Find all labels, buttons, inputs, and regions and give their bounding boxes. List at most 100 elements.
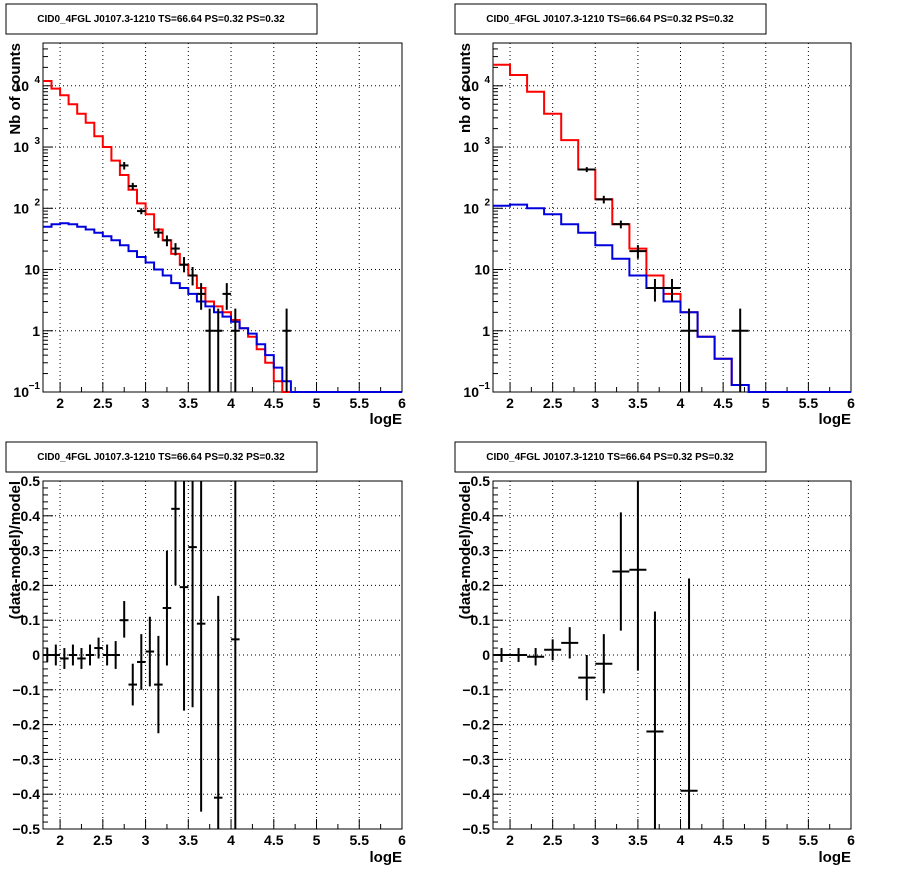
data-point [128, 182, 138, 190]
data-point [612, 220, 630, 229]
x-tick-label: 4 [677, 832, 685, 848]
x-tick-label: 4.5 [264, 395, 284, 411]
x-axis-label: logE [370, 411, 403, 428]
data-point [145, 616, 155, 687]
residuals-panel-right: CID0_4FGL J0107.3-1210 TS=66.64 PS=0.32 … [454, 441, 855, 866]
title-box [454, 3, 767, 35]
y-tick-label: 0.4 [471, 508, 491, 524]
x-axis-label: logE [819, 849, 852, 866]
data-point [222, 283, 232, 310]
x-tick-label: 3.5 [179, 395, 199, 411]
data-point [119, 161, 129, 170]
data-point [68, 644, 78, 666]
data-point [43, 648, 52, 662]
y-tick-label: 1 [482, 323, 490, 339]
data-point [213, 595, 223, 829]
model-total-step-line [493, 63, 851, 393]
x-tick-label: 3.5 [628, 832, 648, 848]
y-tick-exponent: 3 [34, 136, 40, 147]
data-point [578, 167, 596, 173]
y-tick-label: −0.1 [12, 682, 40, 698]
data-point [179, 481, 189, 711]
y-tick-exponent: 4 [34, 75, 40, 86]
y-tick-label: 0.3 [471, 543, 491, 559]
y-axis-label: Nb of counts [7, 43, 24, 135]
y-tick-label: −0.5 [12, 821, 40, 837]
y-tick-label: 10 [13, 200, 29, 216]
data-point [154, 228, 163, 238]
grid [493, 43, 851, 392]
y-tick-exponent: −1 [29, 381, 41, 392]
title-box [5, 441, 318, 473]
grid [43, 43, 402, 392]
data-point [646, 279, 664, 302]
data-point [119, 601, 129, 638]
data-point [646, 611, 664, 829]
data-point [282, 308, 291, 392]
y-tick-exponent: 3 [484, 136, 490, 147]
data-point [731, 308, 749, 392]
x-tick-label: 4 [677, 395, 685, 411]
data-point [680, 308, 698, 392]
panel-title: CID0_4FGL J0107.3-1210 TS=66.64 PS=0.32 … [486, 452, 734, 463]
y-tick-label: 10 [24, 262, 40, 278]
x-tick-label: 5.5 [799, 832, 819, 848]
y-tick-label: −0.1 [462, 682, 490, 698]
y-tick-label: 1 [32, 323, 40, 339]
y-tick-label: −0.5 [462, 821, 490, 837]
data-point [510, 648, 528, 662]
data-point [561, 627, 579, 659]
data-point [578, 655, 596, 701]
y-tick-label: 0.3 [21, 543, 41, 559]
x-tick-label: 5 [762, 395, 770, 411]
data-point [154, 635, 163, 734]
x-tick-label: 6 [398, 395, 406, 411]
x-tick-label: 4 [227, 395, 235, 411]
data-point [137, 208, 146, 215]
data-point [629, 481, 647, 671]
y-tick-label: 0.5 [471, 473, 491, 489]
data-point [111, 641, 120, 669]
y-tick-label: −0.3 [12, 751, 40, 767]
x-tick-label: 3 [142, 832, 150, 848]
data-point [213, 308, 223, 392]
x-tick-label: 2.5 [93, 832, 113, 848]
data-point [196, 283, 206, 310]
grid [43, 481, 402, 829]
x-tick-label: 6 [398, 832, 406, 848]
x-tick-label: 4.5 [713, 832, 733, 848]
x-tick-label: 3 [591, 395, 599, 411]
data-point [188, 266, 197, 286]
y-tick-label: 10 [463, 78, 479, 94]
panel-title: CID0_4FGL J0107.3-1210 TS=66.64 PS=0.32 … [37, 14, 285, 25]
model-component-step-line [493, 203, 851, 393]
y-axis-label: (data-model)/model [7, 481, 24, 619]
y-tick-label: 10 [463, 139, 479, 155]
title-box [5, 3, 318, 35]
x-tick-label: 5.5 [350, 395, 370, 411]
x-tick-label: 2 [506, 832, 514, 848]
title-box [454, 441, 767, 473]
y-tick-label: −0.2 [462, 717, 490, 733]
data-point [612, 512, 630, 631]
x-tick-label: 2 [506, 395, 514, 411]
y-axis-label: nb of counts [457, 43, 474, 133]
y-tick-label: 0.5 [21, 473, 41, 489]
x-tick-label: 2.5 [543, 395, 563, 411]
data-point [51, 644, 61, 666]
x-tick-label: 3 [591, 832, 599, 848]
data-point [171, 481, 180, 586]
y-tick-label: −0.4 [12, 786, 40, 802]
data-point [231, 308, 240, 392]
x-axis-label: logE [819, 411, 852, 428]
x-tick-label: 2 [56, 395, 64, 411]
data-point [102, 644, 112, 666]
y-tick-label: 10 [463, 384, 479, 400]
x-axis-label: logE [370, 849, 403, 866]
data-point [85, 644, 95, 666]
residuals-panel-left: CID0_4FGL J0107.3-1210 TS=66.64 PS=0.32 … [5, 441, 406, 866]
x-tick-label: 2 [56, 832, 64, 848]
model-component-step-line [43, 222, 402, 393]
x-tick-label: 5.5 [350, 832, 370, 848]
